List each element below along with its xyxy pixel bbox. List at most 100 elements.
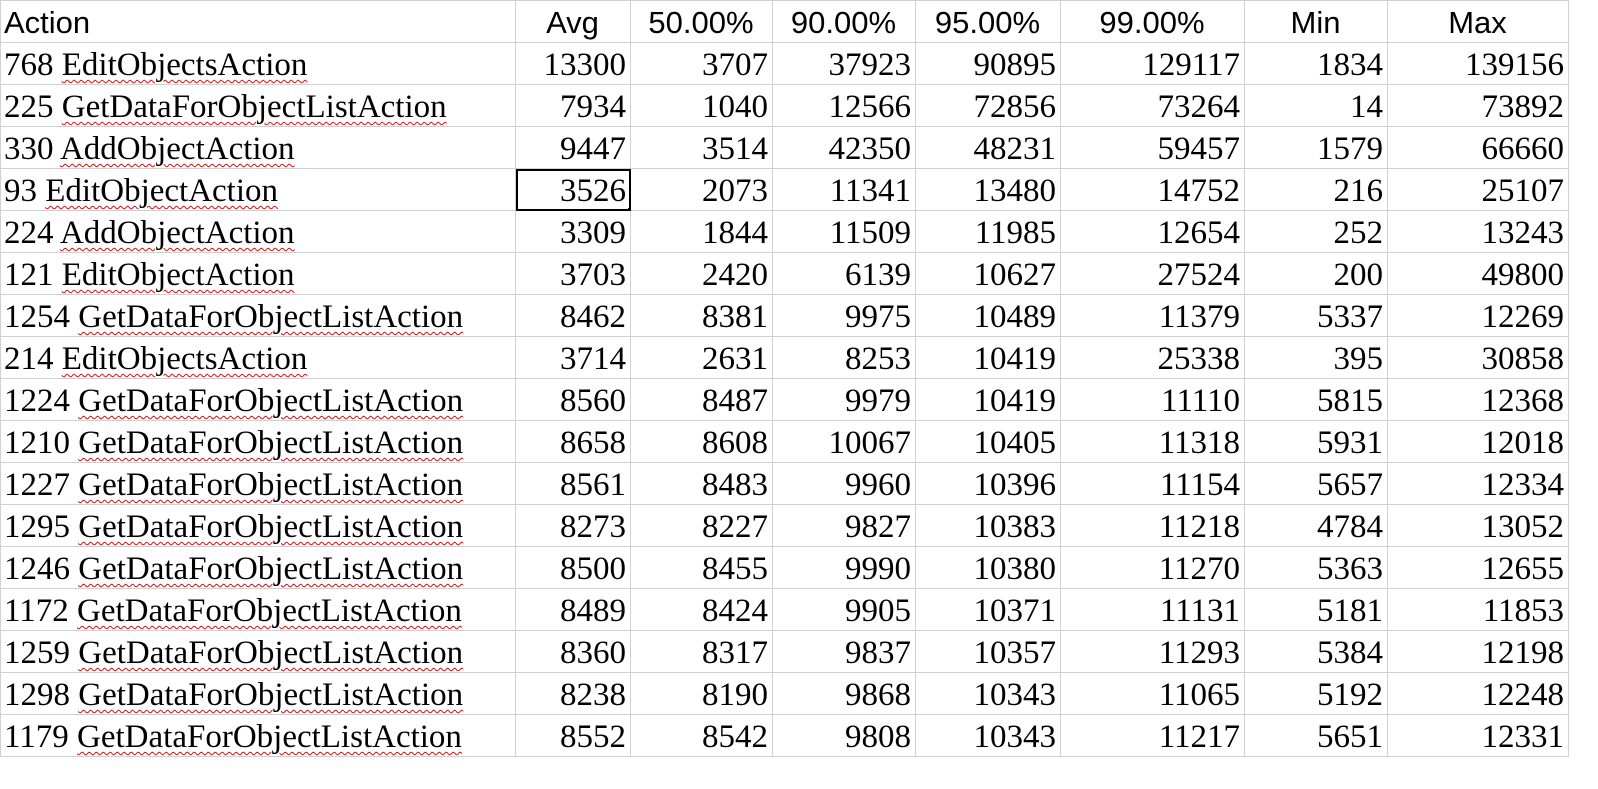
cell-avg[interactable]: 7934 xyxy=(515,84,631,127)
cell-max[interactable]: 66660 xyxy=(1387,126,1569,169)
cell-max[interactable]: 12248 xyxy=(1387,672,1569,715)
cell-p90[interactable]: 8253 xyxy=(772,336,916,379)
cell-avg[interactable]: 8560 xyxy=(515,378,631,421)
cell-min[interactable]: 200 xyxy=(1244,252,1388,295)
cell-p99[interactable]: 27524 xyxy=(1060,252,1245,295)
cell-max[interactable]: 13052 xyxy=(1387,504,1569,547)
cell-max[interactable]: 139156 xyxy=(1387,42,1569,85)
action-cell[interactable]: 214 EditObjectsAction xyxy=(0,336,516,379)
cell-p90[interactable]: 10067 xyxy=(772,420,916,463)
action-cell[interactable]: 93 EditObjectAction xyxy=(0,168,516,211)
cell-p95[interactable]: 10343 xyxy=(915,672,1061,715)
cell-p99[interactable]: 11110 xyxy=(1060,378,1245,421)
action-cell[interactable]: 1224 GetDataForObjectListAction xyxy=(0,378,516,421)
cell-p99[interactable]: 129117 xyxy=(1060,42,1245,85)
cell-p95[interactable]: 10396 xyxy=(915,462,1061,505)
cell-avg[interactable]: 3309 xyxy=(515,210,631,253)
cell-avg[interactable]: 3526 xyxy=(515,168,631,211)
cell-p95[interactable]: 90895 xyxy=(915,42,1061,85)
cell-p90[interactable]: 9837 xyxy=(772,630,916,673)
cell-p90[interactable]: 9990 xyxy=(772,546,916,589)
cell-p90[interactable]: 11341 xyxy=(772,168,916,211)
cell-avg[interactable]: 8273 xyxy=(515,504,631,547)
cell-min[interactable]: 5181 xyxy=(1244,588,1388,631)
cell-max[interactable]: 30858 xyxy=(1387,336,1569,379)
cell-p50[interactable]: 8227 xyxy=(630,504,773,547)
cell-p95[interactable]: 10419 xyxy=(915,378,1061,421)
cell-min[interactable]: 1579 xyxy=(1244,126,1388,169)
cell-max[interactable]: 13243 xyxy=(1387,210,1569,253)
cell-p50[interactable]: 3707 xyxy=(630,42,773,85)
cell-max[interactable]: 11853 xyxy=(1387,588,1569,631)
cell-p99[interactable]: 11379 xyxy=(1060,294,1245,337)
action-cell[interactable]: 1210 GetDataForObjectListAction xyxy=(0,420,516,463)
header-cell-action[interactable]: Action xyxy=(0,0,516,43)
cell-p50[interactable]: 8608 xyxy=(630,420,773,463)
cell-p95[interactable]: 10627 xyxy=(915,252,1061,295)
cell-min[interactable]: 14 xyxy=(1244,84,1388,127)
cell-p95[interactable]: 10343 xyxy=(915,714,1061,757)
cell-avg[interactable]: 3703 xyxy=(515,252,631,295)
cell-p95[interactable]: 10419 xyxy=(915,336,1061,379)
cell-p50[interactable]: 8317 xyxy=(630,630,773,673)
cell-avg[interactable]: 8561 xyxy=(515,462,631,505)
cell-min[interactable]: 5815 xyxy=(1244,378,1388,421)
action-cell[interactable]: 1172 GetDataForObjectListAction xyxy=(0,588,516,631)
cell-p50[interactable]: 1844 xyxy=(630,210,773,253)
cell-avg[interactable]: 8238 xyxy=(515,672,631,715)
cell-min[interactable]: 5657 xyxy=(1244,462,1388,505)
cell-p90[interactable]: 12566 xyxy=(772,84,916,127)
action-cell[interactable]: 1254 GetDataForObjectListAction xyxy=(0,294,516,337)
header-cell-p99[interactable]: 99.00% xyxy=(1060,0,1245,43)
cell-p99[interactable]: 11218 xyxy=(1060,504,1245,547)
cell-max[interactable]: 12334 xyxy=(1387,462,1569,505)
cell-p95[interactable]: 10489 xyxy=(915,294,1061,337)
cell-p90[interactable]: 37923 xyxy=(772,42,916,85)
cell-p50[interactable]: 8381 xyxy=(630,294,773,337)
cell-min[interactable]: 5384 xyxy=(1244,630,1388,673)
cell-p50[interactable]: 2420 xyxy=(630,252,773,295)
cell-p90[interactable]: 9975 xyxy=(772,294,916,337)
cell-max[interactable]: 49800 xyxy=(1387,252,1569,295)
action-cell[interactable]: 121 EditObjectAction xyxy=(0,252,516,295)
cell-min[interactable]: 252 xyxy=(1244,210,1388,253)
header-cell-avg[interactable]: Avg xyxy=(515,0,631,43)
cell-avg[interactable]: 8500 xyxy=(515,546,631,589)
action-cell[interactable]: 330 AddObjectAction xyxy=(0,126,516,169)
cell-p99[interactable]: 11293 xyxy=(1060,630,1245,673)
cell-p90[interactable]: 9905 xyxy=(772,588,916,631)
action-cell[interactable]: 1295 GetDataForObjectListAction xyxy=(0,504,516,547)
action-cell[interactable]: 1246 GetDataForObjectListAction xyxy=(0,546,516,589)
cell-p50[interactable]: 3514 xyxy=(630,126,773,169)
cell-p50[interactable]: 8455 xyxy=(630,546,773,589)
cell-p99[interactable]: 73264 xyxy=(1060,84,1245,127)
cell-min[interactable]: 5363 xyxy=(1244,546,1388,589)
cell-p50[interactable]: 8483 xyxy=(630,462,773,505)
cell-p95[interactable]: 72856 xyxy=(915,84,1061,127)
cell-p90[interactable]: 6139 xyxy=(772,252,916,295)
cell-p95[interactable]: 13480 xyxy=(915,168,1061,211)
cell-p90[interactable]: 9827 xyxy=(772,504,916,547)
cell-p50[interactable]: 8542 xyxy=(630,714,773,757)
cell-p95[interactable]: 10405 xyxy=(915,420,1061,463)
header-cell-p95[interactable]: 95.00% xyxy=(915,0,1061,43)
header-cell-min[interactable]: Min xyxy=(1244,0,1388,43)
header-cell-p90[interactable]: 90.00% xyxy=(772,0,916,43)
cell-p99[interactable]: 11270 xyxy=(1060,546,1245,589)
cell-p50[interactable]: 2073 xyxy=(630,168,773,211)
cell-min[interactable]: 4784 xyxy=(1244,504,1388,547)
cell-p90[interactable]: 11509 xyxy=(772,210,916,253)
action-cell[interactable]: 1227 GetDataForObjectListAction xyxy=(0,462,516,505)
cell-p99[interactable]: 12654 xyxy=(1060,210,1245,253)
cell-avg[interactable]: 3714 xyxy=(515,336,631,379)
cell-max[interactable]: 12368 xyxy=(1387,378,1569,421)
action-cell[interactable]: 768 EditObjectsAction xyxy=(0,42,516,85)
cell-p90[interactable]: 42350 xyxy=(772,126,916,169)
cell-min[interactable]: 5337 xyxy=(1244,294,1388,337)
cell-p95[interactable]: 10371 xyxy=(915,588,1061,631)
cell-min[interactable]: 5931 xyxy=(1244,420,1388,463)
cell-min[interactable]: 5651 xyxy=(1244,714,1388,757)
cell-p90[interactable]: 9868 xyxy=(772,672,916,715)
cell-max[interactable]: 12018 xyxy=(1387,420,1569,463)
cell-avg[interactable]: 8360 xyxy=(515,630,631,673)
